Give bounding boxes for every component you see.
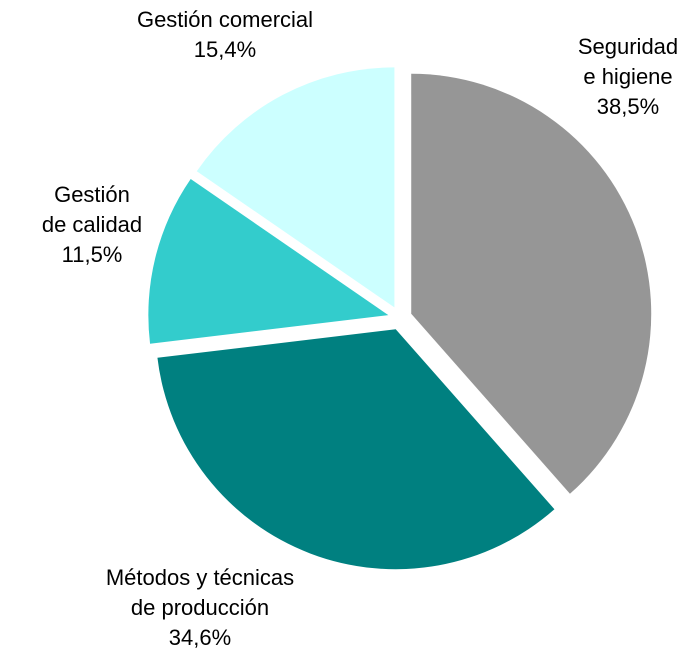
pie-slice — [411, 73, 652, 494]
pie-slice — [148, 178, 389, 344]
slice-label: Gestión comercial 15,4% — [137, 5, 313, 65]
value-label: 15,4% — [193, 37, 257, 62]
category-label: Gestión de calidad — [41, 182, 143, 237]
slice-label: Gestión de calidad 11,5% — [42, 180, 142, 270]
category-label: Seguridad e higiene — [577, 34, 679, 89]
pie-slice — [196, 67, 395, 308]
slice-label: Seguridad e higiene 38,5% — [578, 32, 678, 122]
category-label: Métodos y técnicas de producción — [105, 565, 295, 620]
category-label: Gestión comercial — [136, 7, 314, 32]
value-label: 38,5% — [596, 94, 660, 119]
pie-slice — [157, 329, 555, 570]
value-label: 34,6% — [168, 625, 232, 650]
value-label: 11,5% — [61, 242, 123, 267]
slice-label: Métodos y técnicas de producción 34,6% — [106, 563, 294, 653]
